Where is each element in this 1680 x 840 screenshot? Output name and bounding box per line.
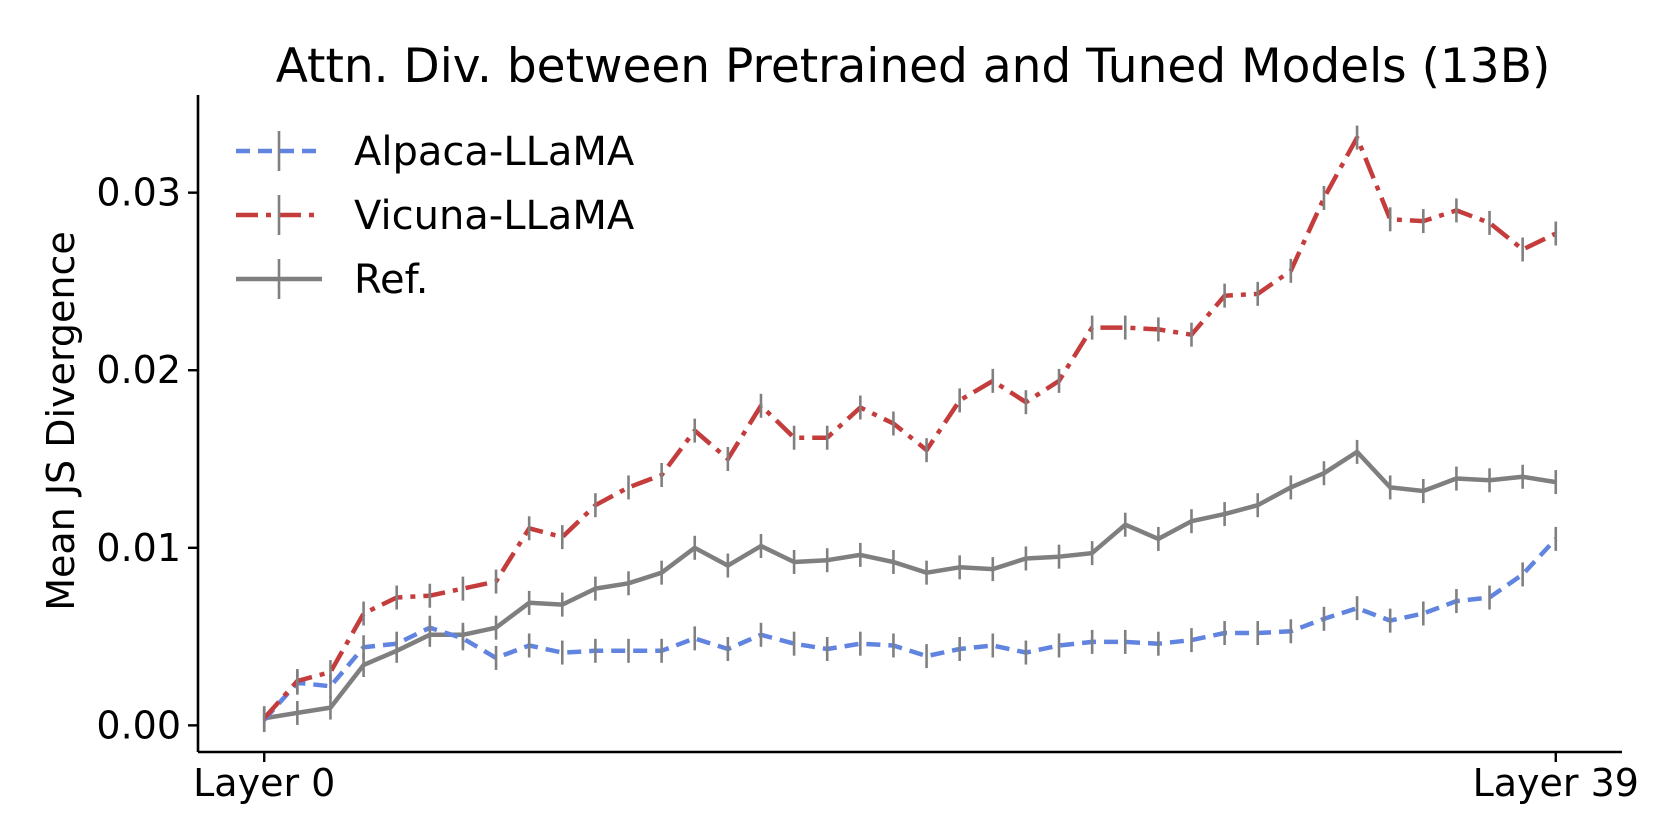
y-tick-label: 0.03	[96, 171, 181, 215]
series-layer	[262, 125, 1558, 733]
series-ref	[262, 439, 1558, 731]
axes: 0.00 0.01 0.02 0.03 Layer 0 Layer 39	[96, 95, 1639, 805]
series-line	[262, 537, 1558, 722]
chart-title: Attn. Div. between Pretrained and Tuned …	[276, 39, 1551, 94]
y-tick-label: 0.00	[96, 703, 181, 747]
y-tick-label: 0.01	[96, 526, 181, 570]
legend: Alpaca-LLaMA Vicuna-LLaMA Ref.	[236, 129, 635, 303]
series-line	[262, 135, 1557, 720]
x-tick-label: Layer 39	[1473, 761, 1639, 805]
legend-label: Vicuna-LLaMA	[354, 193, 635, 239]
series-alpaca-llama	[262, 526, 1558, 733]
legend-item: Ref.	[236, 257, 429, 303]
legend-label: Ref.	[354, 257, 429, 303]
y-tick-label: 0.02	[96, 348, 181, 392]
y-axis-label: Mean JS Divergence	[39, 231, 83, 611]
x-tick-label: Layer 0	[193, 761, 335, 805]
series-line	[263, 449, 1557, 721]
legend-item: Vicuna-LLaMA	[236, 193, 635, 239]
series-vicuna-llama	[262, 125, 1558, 731]
legend-label: Alpaca-LLaMA	[354, 129, 635, 175]
legend-item: Alpaca-LLaMA	[236, 129, 635, 175]
